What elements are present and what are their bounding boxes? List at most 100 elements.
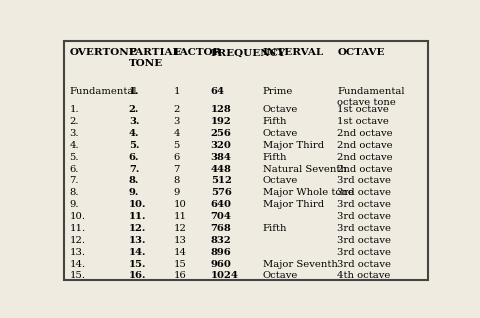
Text: 4th octave: 4th octave bbox=[337, 271, 391, 280]
Text: 12.: 12. bbox=[69, 236, 85, 245]
Text: 960: 960 bbox=[211, 259, 231, 268]
Text: 1.: 1. bbox=[129, 87, 139, 96]
Text: Major Third: Major Third bbox=[263, 141, 324, 150]
Text: 1st octave: 1st octave bbox=[337, 117, 389, 126]
Text: 2nd octave: 2nd octave bbox=[337, 129, 393, 138]
Text: 3.: 3. bbox=[129, 117, 139, 126]
Text: 3rd octave: 3rd octave bbox=[337, 176, 391, 185]
Text: 15: 15 bbox=[173, 259, 186, 268]
Text: Octave: Octave bbox=[263, 176, 298, 185]
Text: 448: 448 bbox=[211, 164, 231, 174]
Text: Octave: Octave bbox=[263, 105, 298, 114]
Text: 2nd octave: 2nd octave bbox=[337, 141, 393, 150]
Text: 8.: 8. bbox=[129, 176, 139, 185]
Text: 13.: 13. bbox=[129, 236, 146, 245]
Text: PARTIAL
TONE: PARTIAL TONE bbox=[129, 48, 180, 68]
Text: 704: 704 bbox=[211, 212, 231, 221]
Text: 64: 64 bbox=[211, 87, 225, 96]
Text: 896: 896 bbox=[211, 248, 231, 257]
Text: 13: 13 bbox=[173, 236, 186, 245]
Text: 3rd octave: 3rd octave bbox=[337, 248, 391, 257]
Text: 320: 320 bbox=[211, 141, 231, 150]
Text: 1024: 1024 bbox=[211, 271, 239, 280]
Text: 15.: 15. bbox=[69, 271, 85, 280]
Text: 8.: 8. bbox=[69, 188, 79, 197]
Text: 3: 3 bbox=[173, 117, 180, 126]
Text: Major Seventh: Major Seventh bbox=[263, 259, 337, 268]
Text: 768: 768 bbox=[211, 224, 231, 233]
Text: 14.: 14. bbox=[129, 248, 146, 257]
Text: 12.: 12. bbox=[129, 224, 146, 233]
Text: 3.: 3. bbox=[69, 129, 79, 138]
FancyBboxPatch shape bbox=[64, 41, 428, 280]
Text: Major Third: Major Third bbox=[263, 200, 324, 209]
Text: 3rd octave: 3rd octave bbox=[337, 200, 391, 209]
Text: 8: 8 bbox=[173, 176, 180, 185]
Text: 3rd octave: 3rd octave bbox=[337, 212, 391, 221]
Text: Fundamental: Fundamental bbox=[69, 87, 137, 96]
Text: 13.: 13. bbox=[69, 248, 85, 257]
Text: 2.: 2. bbox=[69, 117, 79, 126]
Text: 6.: 6. bbox=[69, 164, 79, 174]
Text: 2nd octave: 2nd octave bbox=[337, 164, 393, 174]
Text: 10: 10 bbox=[173, 200, 186, 209]
Text: 2: 2 bbox=[173, 105, 180, 114]
Text: 384: 384 bbox=[211, 153, 231, 162]
Text: Octave: Octave bbox=[263, 271, 298, 280]
Text: Octave: Octave bbox=[263, 129, 298, 138]
Text: 9.: 9. bbox=[69, 200, 79, 209]
Text: 11: 11 bbox=[173, 212, 186, 221]
Text: 3rd octave: 3rd octave bbox=[337, 188, 391, 197]
Text: FACTOR: FACTOR bbox=[173, 48, 222, 58]
Text: 1.: 1. bbox=[69, 105, 79, 114]
Text: Fundamental
octave tone: Fundamental octave tone bbox=[337, 87, 405, 107]
Text: 576: 576 bbox=[211, 188, 231, 197]
Text: 192: 192 bbox=[211, 117, 231, 126]
Text: 14.: 14. bbox=[69, 259, 85, 268]
Text: 640: 640 bbox=[211, 200, 232, 209]
Text: FREQUENCY: FREQUENCY bbox=[211, 48, 286, 58]
Text: 11.: 11. bbox=[69, 224, 85, 233]
Text: INTERVAL: INTERVAL bbox=[263, 48, 324, 58]
Text: 3rd octave: 3rd octave bbox=[337, 236, 391, 245]
Text: 7.: 7. bbox=[69, 176, 79, 185]
Text: 1st octave: 1st octave bbox=[337, 105, 389, 114]
Text: 832: 832 bbox=[211, 236, 231, 245]
Text: 128: 128 bbox=[211, 105, 231, 114]
Text: 3rd octave: 3rd octave bbox=[337, 259, 391, 268]
Text: Prime: Prime bbox=[263, 87, 293, 96]
Text: 256: 256 bbox=[211, 129, 231, 138]
Text: 5.: 5. bbox=[129, 141, 139, 150]
Text: 3rd octave: 3rd octave bbox=[337, 224, 391, 233]
Text: 14: 14 bbox=[173, 248, 186, 257]
Text: 10.: 10. bbox=[129, 200, 146, 209]
Text: 512: 512 bbox=[211, 176, 231, 185]
Text: 4.: 4. bbox=[69, 141, 79, 150]
Text: 12: 12 bbox=[173, 224, 186, 233]
Text: 5: 5 bbox=[173, 141, 180, 150]
Text: 2nd octave: 2nd octave bbox=[337, 153, 393, 162]
Text: Major Whole tone: Major Whole tone bbox=[263, 188, 354, 197]
Text: Fifth: Fifth bbox=[263, 117, 287, 126]
Text: 16.: 16. bbox=[129, 271, 146, 280]
Text: OCTAVE: OCTAVE bbox=[337, 48, 384, 58]
Text: OVERTONE: OVERTONE bbox=[69, 48, 137, 58]
Text: 6.: 6. bbox=[129, 153, 139, 162]
Text: 11.: 11. bbox=[129, 212, 146, 221]
Text: 9.: 9. bbox=[129, 188, 139, 197]
Text: Natural Seventh: Natural Seventh bbox=[263, 164, 347, 174]
Text: 6: 6 bbox=[173, 153, 180, 162]
Text: 2.: 2. bbox=[129, 105, 139, 114]
Text: 4.: 4. bbox=[129, 129, 139, 138]
Text: 15.: 15. bbox=[129, 259, 146, 268]
Text: 7: 7 bbox=[173, 164, 180, 174]
Text: 16: 16 bbox=[173, 271, 186, 280]
Text: 10.: 10. bbox=[69, 212, 85, 221]
Text: 1: 1 bbox=[173, 87, 180, 96]
Text: Fifth: Fifth bbox=[263, 153, 287, 162]
Text: 7.: 7. bbox=[129, 164, 139, 174]
Text: Fifth: Fifth bbox=[263, 224, 287, 233]
Text: 5.: 5. bbox=[69, 153, 79, 162]
Text: 9: 9 bbox=[173, 188, 180, 197]
Text: 4: 4 bbox=[173, 129, 180, 138]
